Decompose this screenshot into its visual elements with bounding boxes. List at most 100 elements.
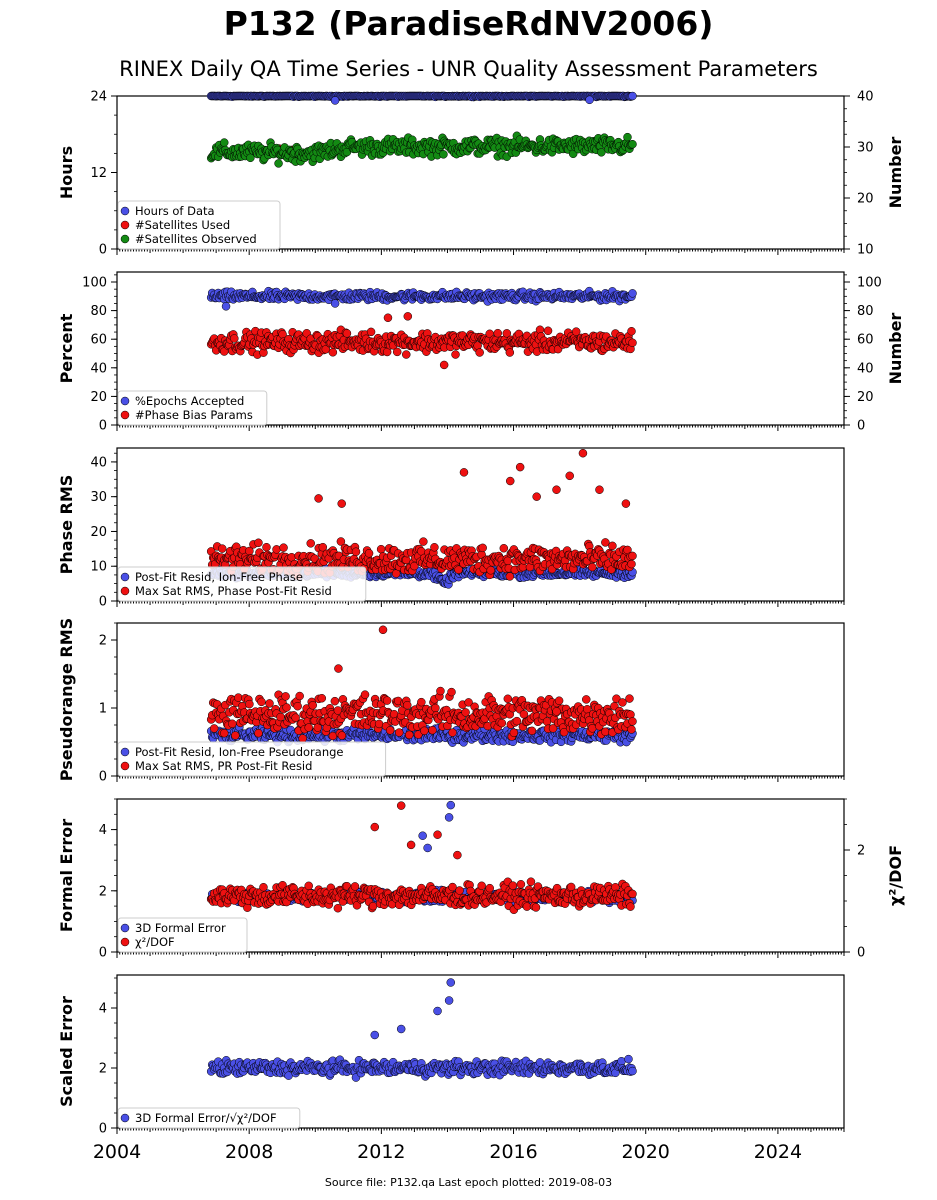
data-point <box>209 724 219 733</box>
chart-title: P132 (ParadiseRdNV2006) <box>223 4 714 43</box>
y2-tick-label: 20 <box>857 390 874 405</box>
data-point <box>585 95 594 105</box>
y-tick-label: 10 <box>90 560 107 575</box>
y2-tick-label: 0 <box>857 946 865 961</box>
data-point <box>220 138 229 147</box>
y-tick-label: 40 <box>90 361 107 376</box>
y-axis-title: Hours <box>57 146 76 199</box>
legend-label: #Satellites Observed <box>135 232 257 246</box>
data-point <box>439 360 449 370</box>
legend-label: Max Sat RMS, PR Post-Fit Resid <box>135 759 312 773</box>
data-point <box>627 327 636 336</box>
data-point <box>419 537 428 546</box>
data-point <box>314 494 323 503</box>
series--epochs-accepted <box>206 286 637 311</box>
data-point <box>274 159 283 168</box>
y-axis-title: Phase RMS <box>57 475 76 575</box>
data-point <box>330 96 340 105</box>
y2-tick-label: 80 <box>857 304 874 319</box>
y-tick-label: 0 <box>99 770 107 785</box>
legend-marker <box>120 572 130 582</box>
data-point <box>509 728 519 738</box>
data-point <box>337 499 346 508</box>
data-point <box>374 719 384 729</box>
data-point <box>394 728 404 737</box>
data-point <box>475 348 484 357</box>
y2-tick-label: 2 <box>857 844 865 859</box>
data-point <box>515 462 525 472</box>
data-point <box>582 695 591 704</box>
legend-marker <box>120 761 130 771</box>
data-point <box>231 731 240 740</box>
data-point <box>308 701 317 710</box>
y-axis-title: Percent <box>57 313 76 383</box>
legend-label: Post-Fit Resid, Ion-Free Phase <box>135 570 303 584</box>
legend-marker <box>120 220 130 230</box>
y2-tick-label: 60 <box>857 333 874 348</box>
data-point <box>588 724 597 733</box>
data-point <box>493 328 503 338</box>
y-tick-label: 2 <box>99 884 107 899</box>
legend-marker <box>120 396 130 406</box>
y-axis-title: Formal Error <box>57 819 76 932</box>
data-point <box>628 91 637 101</box>
legend-label: Hours of Data <box>135 204 215 218</box>
data-point <box>543 326 553 336</box>
data-point <box>451 350 460 359</box>
data-point <box>382 696 392 705</box>
percent-panel: 0 20 40 60 80 100 0 20 40 60 80 100 Number Percent %Ep… <box>57 271 905 434</box>
data-point <box>306 539 315 548</box>
data-point <box>447 687 456 697</box>
data-point <box>330 696 340 706</box>
y-tick-label: 2 <box>99 634 107 649</box>
phase-rms-panel: 0 10 20 30 40 Phase RMS Post-Fit Resid, Ion-Fr… <box>57 447 845 610</box>
data-point <box>459 468 469 477</box>
data-point <box>554 696 564 705</box>
data-point <box>428 725 437 735</box>
data-point <box>608 541 617 551</box>
data-point <box>364 549 374 558</box>
data-point <box>627 559 636 569</box>
data-point <box>351 547 361 557</box>
y2-tick-label: 0 <box>857 419 865 434</box>
data-point <box>403 700 412 710</box>
data-point <box>304 723 313 732</box>
data-point <box>505 476 515 486</box>
data-point <box>627 725 636 734</box>
data-point <box>601 538 610 547</box>
y-tick-label: 4 <box>99 823 107 838</box>
data-point <box>628 289 637 298</box>
data-point <box>628 139 637 149</box>
y-tick-label: 40 <box>90 455 107 470</box>
data-point <box>330 299 340 308</box>
data-point <box>360 690 370 699</box>
data-point <box>276 712 285 722</box>
pseudorange-rms-panel: 0 1 2 Pseudorange RMS Post-Fit Resid, Ion-Fr… <box>57 618 845 785</box>
series--satellites-observed <box>206 131 637 168</box>
legend: Post-Fit Resid, Ion-Free PseudorangeMax … <box>117 741 387 777</box>
data-point <box>578 448 588 458</box>
y2-tick-label: 100 <box>857 276 882 291</box>
data-point <box>499 544 509 553</box>
data-point <box>317 693 327 703</box>
legend-marker <box>120 747 130 757</box>
y2-tick-label: 10 <box>857 243 874 258</box>
data-point <box>298 734 307 743</box>
data-point <box>621 499 631 508</box>
data-point <box>497 718 507 728</box>
legend-label: #Satellites Used <box>135 218 230 232</box>
data-point <box>430 543 439 552</box>
data-point <box>254 538 263 548</box>
y2-axis-title: χ²/DOF <box>886 845 905 906</box>
data-point <box>628 717 637 726</box>
series-max-sat-rms-phase-post-fit-resid <box>206 448 637 581</box>
legend-marker <box>120 206 130 216</box>
legend-marker <box>120 586 130 596</box>
data-point <box>376 544 386 554</box>
data-point <box>552 707 561 716</box>
data-point <box>234 693 243 702</box>
